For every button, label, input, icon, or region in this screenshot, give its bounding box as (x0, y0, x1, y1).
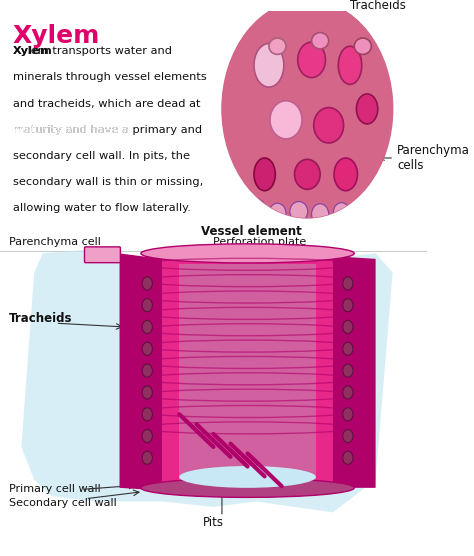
Circle shape (142, 429, 152, 443)
Ellipse shape (256, 220, 273, 238)
Text: allowing water to flow laterally.: allowing water to flow laterally. (13, 203, 191, 214)
Ellipse shape (269, 203, 286, 224)
Text: Tracheids: Tracheids (9, 312, 72, 325)
Ellipse shape (311, 33, 328, 49)
Ellipse shape (338, 46, 362, 85)
Ellipse shape (269, 38, 286, 54)
Ellipse shape (294, 160, 320, 190)
Ellipse shape (299, 222, 315, 240)
Text: Pits: Pits (203, 516, 224, 529)
Circle shape (142, 299, 152, 312)
Ellipse shape (356, 94, 378, 124)
Text: Xylem: Xylem (13, 46, 53, 56)
Ellipse shape (311, 204, 328, 225)
Circle shape (343, 299, 353, 312)
Circle shape (343, 320, 353, 334)
Ellipse shape (246, 199, 266, 221)
PathPatch shape (119, 254, 162, 490)
Text: Secondary cell wall: Secondary cell wall (9, 498, 116, 508)
Circle shape (142, 342, 152, 355)
Text: Vessel element: Vessel element (201, 225, 301, 238)
Ellipse shape (254, 158, 275, 191)
Text: Xylem transports water and: Xylem transports water and (13, 46, 172, 56)
PathPatch shape (333, 256, 375, 488)
Circle shape (142, 320, 152, 334)
Circle shape (142, 277, 152, 290)
Text: and tracheids, which are dead at: and tracheids, which are dead at (13, 98, 201, 108)
Ellipse shape (254, 43, 284, 87)
Circle shape (343, 386, 353, 399)
FancyBboxPatch shape (84, 247, 120, 262)
Ellipse shape (298, 42, 326, 78)
Ellipse shape (179, 466, 316, 488)
Ellipse shape (321, 221, 337, 239)
Ellipse shape (314, 107, 344, 143)
Text: secondary wall is thin or missing,: secondary wall is thin or missing, (13, 177, 203, 187)
Circle shape (343, 429, 353, 443)
Text: Xylem: Xylem (13, 24, 100, 48)
PathPatch shape (162, 256, 333, 488)
PathPatch shape (179, 264, 316, 483)
Ellipse shape (372, 199, 388, 217)
Ellipse shape (290, 202, 308, 221)
Ellipse shape (270, 101, 302, 139)
Text: secondary cell wall. In pits, the: secondary cell wall. In pits, the (13, 151, 190, 161)
Text: Parenchyma cell: Parenchyma cell (9, 237, 116, 254)
Circle shape (343, 451, 353, 464)
Circle shape (142, 364, 152, 377)
Circle shape (142, 408, 152, 421)
Circle shape (343, 364, 353, 377)
Text: maturity and have a: maturity and have a (13, 125, 132, 135)
Ellipse shape (333, 203, 350, 222)
Ellipse shape (278, 221, 294, 240)
Ellipse shape (334, 158, 357, 191)
Text: Tracheids: Tracheids (328, 0, 406, 17)
Circle shape (343, 277, 353, 290)
Text: minerals through vessel elements: minerals through vessel elements (13, 72, 207, 82)
Ellipse shape (342, 220, 358, 238)
Ellipse shape (141, 244, 354, 263)
Text: Perforation plate: Perforation plate (213, 237, 307, 247)
Ellipse shape (354, 38, 371, 54)
Text: Primary cell wall: Primary cell wall (9, 484, 100, 494)
Ellipse shape (355, 201, 371, 221)
PathPatch shape (21, 248, 392, 513)
Circle shape (222, 0, 392, 218)
Text: maturity and have a primary and: maturity and have a primary and (13, 125, 202, 135)
Circle shape (343, 408, 353, 421)
Circle shape (222, 0, 392, 218)
Text: Parenchyma
cells: Parenchyma cells (380, 144, 470, 172)
Circle shape (142, 386, 152, 399)
Ellipse shape (141, 478, 354, 498)
Circle shape (142, 451, 152, 464)
Circle shape (343, 342, 353, 355)
